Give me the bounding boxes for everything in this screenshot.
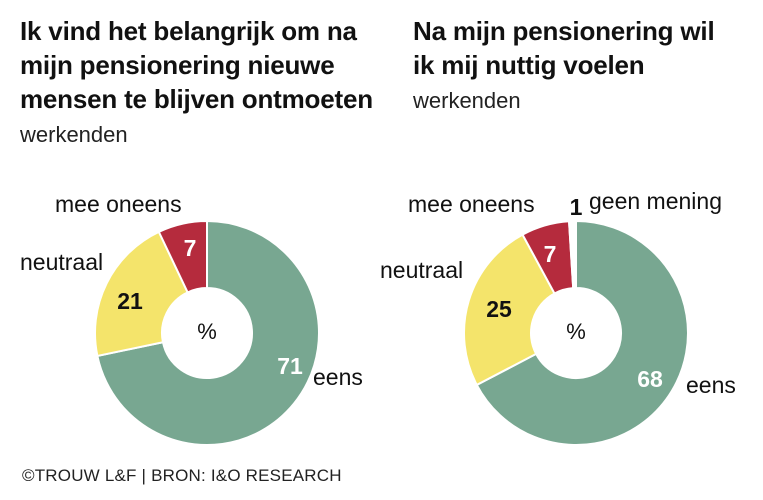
value-label-mee-oneens: 7	[544, 241, 557, 267]
category-label-eens: eens	[686, 372, 736, 398]
value-label-eens: 68	[637, 366, 663, 392]
category-label-mee-oneens: mee oneens	[408, 191, 535, 217]
chart-subtitle-left: werkenden	[20, 122, 128, 147]
unit-label: %	[197, 319, 217, 344]
value-label-mee-oneens: 7	[184, 235, 197, 261]
unit-label: %	[566, 319, 586, 344]
category-label-eens: eens	[313, 364, 363, 390]
chart-title-right: Na mijn pensionering wil ik mij nuttig v…	[413, 16, 715, 80]
donut-hole	[531, 288, 621, 378]
donut-hole	[162, 288, 252, 378]
value-label-eens: 71	[277, 353, 303, 379]
category-label-geen-mening: geen mening	[589, 188, 722, 214]
value-label-geen-mening: 1	[570, 194, 583, 220]
category-label-neutraal: neutraal	[20, 249, 103, 275]
chart-title-left: Ik vind het belangrijk om na mijn pensio…	[20, 16, 373, 114]
source-footer: ©TROUW L&F | BRON: I&O RESEARCH	[22, 466, 342, 485]
chart-subtitle-right: werkenden	[413, 88, 521, 113]
category-label-mee-oneens: mee oneens	[55, 191, 182, 217]
value-label-neutraal: 25	[486, 296, 512, 322]
category-label-neutraal: neutraal	[380, 257, 463, 283]
value-label-neutraal: 21	[117, 288, 143, 314]
